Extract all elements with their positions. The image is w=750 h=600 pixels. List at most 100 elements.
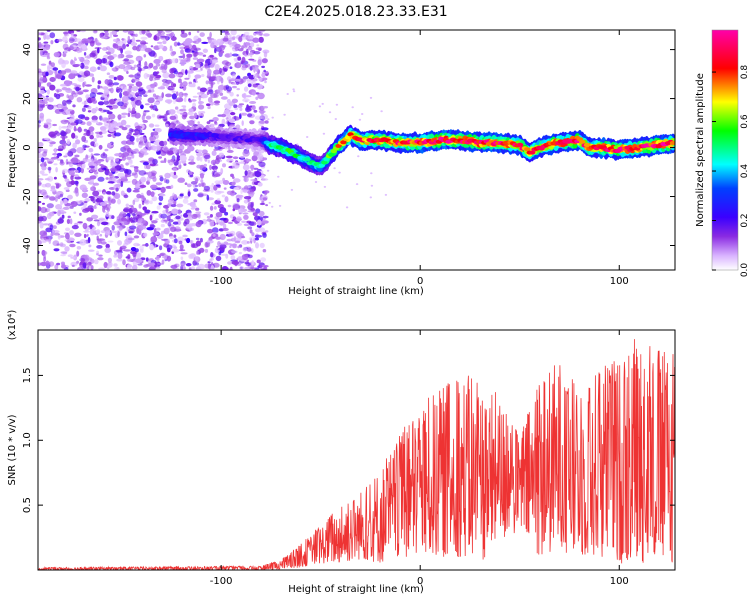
heatmap-noise-cell <box>84 207 92 212</box>
heatmap-noise-cell <box>143 232 148 237</box>
heatmap-noise-cell <box>163 204 170 209</box>
heatmap-noise-cell <box>195 63 201 69</box>
heatmap-noise-cell <box>247 35 254 40</box>
heatmap-noise-cell <box>49 224 54 231</box>
heatmap-noise-cell <box>139 143 147 146</box>
heatmap-noise-cell <box>123 208 130 213</box>
heatmap-noise-cell <box>69 230 74 236</box>
heatmap-noise-cell <box>165 30 173 33</box>
heatmap-noise-cell <box>196 164 202 169</box>
heatmap-noise-cell <box>255 242 259 249</box>
heatmap-noise-cell <box>126 44 130 47</box>
heatmap-noise-cell <box>214 158 220 165</box>
heatmap-noise-cell <box>159 245 163 251</box>
heatmap-noise-cell <box>45 238 52 242</box>
heatmap-noise-cell <box>220 253 228 256</box>
heatmap-noise-cell <box>167 221 172 227</box>
heatmap-noise-cell <box>184 218 190 225</box>
heatmap-noise-cell <box>197 121 200 124</box>
heatmap-noise-cell <box>201 93 208 99</box>
heatmap-noise-cell <box>226 149 234 153</box>
heatmap-noise-cell <box>217 241 221 247</box>
heatmap-noise-cell <box>144 199 150 205</box>
heatmap-noise-cell <box>61 126 69 129</box>
heatmap-noise-cell <box>149 214 153 221</box>
colorbar-tick-label: 0.2 <box>740 213 750 227</box>
heatmap-noise-cell <box>220 113 227 118</box>
heatmap-noise-cell <box>234 46 239 52</box>
heatmap-noise-cell <box>50 185 56 190</box>
heatmap-noise-cell <box>259 33 263 36</box>
heatmap-noise-cell <box>62 174 67 178</box>
heatmap-noise-cell <box>45 71 49 77</box>
heatmap-noise-cell <box>207 105 211 110</box>
heatmap-noise-cell <box>197 263 205 270</box>
heatmap-noise-cell <box>206 91 210 95</box>
heatmap-noise-cell <box>199 247 205 253</box>
heatmap-noise-cell <box>74 154 80 158</box>
heatmap-noise-cell <box>62 36 68 43</box>
heatmap-noise-cell <box>223 67 227 72</box>
heatmap-noise-cell <box>98 107 103 112</box>
heatmap-noise-cell <box>91 158 94 165</box>
heatmap-noise-cell <box>128 128 134 134</box>
heatmap-noise-cell <box>126 71 129 74</box>
heatmap-noise-cell <box>61 168 69 174</box>
heatmap-noise-cell <box>224 109 230 115</box>
heatmap-noise-cell <box>93 171 99 175</box>
heatmap-noise-cell <box>63 49 68 54</box>
heatmap-noise-cell <box>104 124 109 129</box>
heatmap-noise-cell <box>71 225 79 230</box>
heatmap-noise-cell <box>260 113 268 120</box>
heatmap-noise-cell <box>145 115 152 120</box>
heatmap-noise-cell <box>196 92 203 95</box>
heatmap-noise-cell <box>89 92 97 99</box>
snr-x-ticks: -100 0 100 <box>210 330 629 587</box>
heatmap-noise-cell <box>151 220 158 224</box>
heatmap-noise-cell <box>160 213 168 219</box>
heatmap-noise-cell <box>92 182 100 186</box>
heatmap-noise-cell <box>168 73 176 79</box>
heatmap-noise-cell <box>247 83 252 88</box>
heatmap-noise-cell <box>155 33 162 37</box>
heatmap-noise-cell <box>73 180 79 185</box>
heatmap-noise-cell <box>49 84 56 91</box>
heatmap-noise-cell <box>144 47 152 53</box>
x-tick-label: -100 <box>210 576 233 587</box>
heatmap-noise-cell <box>243 196 252 200</box>
heatmap-noise-cell <box>132 189 140 193</box>
heatmap-noise-cell <box>249 267 257 270</box>
heatmap-noise-cell <box>123 194 129 199</box>
heatmap-noise-cell <box>223 187 227 190</box>
heatmap-noise-cell <box>65 227 70 232</box>
heatmap-noise-cell <box>127 30 135 34</box>
heatmap-noise-cell <box>156 255 160 262</box>
heatmap-noise-cell <box>209 54 214 58</box>
heatmap-noise-cell <box>140 42 149 45</box>
heatmap-noise-cell <box>66 99 72 105</box>
heatmap-noise-cell <box>219 242 227 245</box>
heatmap-noise-cell <box>180 214 183 217</box>
heatmap-noise-cell <box>60 130 65 137</box>
heatmap-noise-cell <box>335 103 339 106</box>
heatmap-noise-cell <box>43 122 52 125</box>
heatmap-noise-cell <box>252 212 258 217</box>
heatmap-noise-cell <box>70 33 74 38</box>
heatmap-noise-cell <box>119 125 124 129</box>
heatmap-noise-cell <box>52 225 57 230</box>
heatmap-noise-cell <box>75 86 80 92</box>
heatmap-noise-cell <box>139 214 143 219</box>
heatmap-noise-cell <box>107 240 114 243</box>
heatmap-noise-cell <box>81 107 86 112</box>
heatmap-noise-cell <box>125 203 129 208</box>
heatmap-noise-cell <box>263 106 268 109</box>
heatmap-noise-cell <box>93 153 101 156</box>
heatmap-noise-cell <box>234 107 239 111</box>
heatmap-noise-cell <box>167 159 171 163</box>
heatmap-noise-cell <box>64 246 70 252</box>
heatmap-noise-cell <box>191 44 197 49</box>
heatmap-noise-cell <box>107 181 115 184</box>
y-tick-label: 20 <box>22 92 33 105</box>
heatmap-noise-cell <box>78 71 85 75</box>
heatmap-noise-cell <box>81 163 86 169</box>
